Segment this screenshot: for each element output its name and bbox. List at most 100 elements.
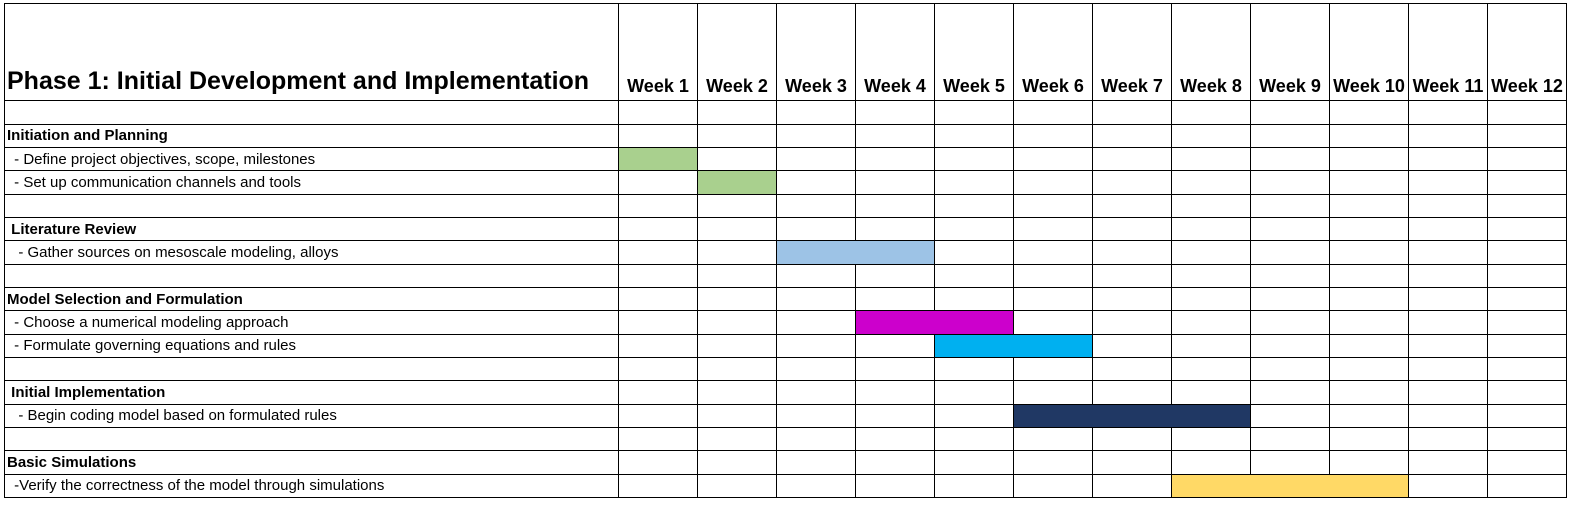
- week-cell: [776, 310, 856, 335]
- week-header-4: Week 4: [855, 2, 935, 102]
- week-cell: [1092, 286, 1172, 312]
- week-cell: [618, 217, 698, 242]
- blank-row: [4, 356, 1567, 382]
- week-cell: [697, 380, 777, 405]
- week-cell: [1408, 310, 1488, 335]
- week-cell: [1250, 450, 1330, 475]
- task-label: - Define project objectives, scope, mile…: [4, 147, 619, 172]
- week-cell: [1171, 170, 1251, 195]
- week-cell: [934, 450, 1014, 475]
- week-cell: [934, 193, 1014, 219]
- week-cell: [618, 310, 698, 335]
- week-cell: [776, 123, 856, 149]
- week-cell: [1013, 450, 1093, 475]
- section-label: Initial Implementation: [4, 380, 619, 405]
- task-row: - Formulate governing equations and rule…: [4, 333, 1567, 358]
- task-label: - Set up communication channels and tool…: [4, 170, 619, 195]
- week-cell: [1408, 217, 1488, 242]
- week-header-6: Week 6: [1013, 2, 1093, 102]
- week-cell: [1329, 217, 1409, 242]
- week-cell: [1408, 263, 1488, 289]
- task-row: - Begin coding model based on formulated…: [4, 403, 1567, 428]
- week-cell: [1250, 100, 1330, 125]
- gantt-bar-segment: [855, 240, 935, 265]
- week-cell: [1487, 333, 1567, 358]
- week-cell: [1408, 380, 1488, 405]
- week-cell: [1171, 100, 1251, 125]
- week-cell: [697, 100, 777, 125]
- week-cell: [1250, 403, 1330, 428]
- week-cell: [855, 380, 935, 405]
- week-cell: [1171, 193, 1251, 219]
- task-row: - Choose a numerical modeling approach: [4, 310, 1567, 335]
- week-cell: [1487, 426, 1567, 452]
- week-cell: [697, 123, 777, 149]
- blank-cell: [4, 263, 619, 289]
- week-cell: [776, 217, 856, 242]
- section-row: Model Selection and Formulation: [4, 286, 1567, 312]
- week-cell: [1329, 100, 1409, 125]
- gantt-bar-segment: [855, 310, 935, 335]
- gantt-bar-segment: [1013, 333, 1093, 358]
- chart-title: Phase 1: Initial Development and Impleme…: [4, 2, 619, 102]
- week-header-1: Week 1: [618, 2, 698, 102]
- week-cell: [618, 263, 698, 289]
- week-cell: [1013, 356, 1093, 382]
- week-cell: [1171, 147, 1251, 172]
- blank-row: [4, 263, 1567, 289]
- week-cell: [1092, 193, 1172, 219]
- week-cell: [1487, 217, 1567, 242]
- week-cell: [1171, 123, 1251, 149]
- week-cell: [1013, 240, 1093, 265]
- week-cell: [1329, 450, 1409, 475]
- week-cell: [934, 403, 1014, 428]
- week-cell: [618, 123, 698, 149]
- section-label: Model Selection and Formulation: [4, 286, 619, 312]
- gantt-bar-segment: [618, 147, 698, 172]
- week-cell: [697, 217, 777, 242]
- section-row: Initial Implementation: [4, 380, 1567, 405]
- week-cell: [1013, 310, 1093, 335]
- task-row: - Gather sources on mesoscale modeling, …: [4, 240, 1567, 265]
- week-cell: [1250, 310, 1330, 335]
- blank-cell: [4, 193, 619, 219]
- week-cell: [1171, 240, 1251, 265]
- week-cell: [776, 286, 856, 312]
- week-cell: [697, 240, 777, 265]
- week-cell: [1171, 310, 1251, 335]
- week-cell: [776, 193, 856, 219]
- blank-row: [4, 100, 1567, 125]
- week-cell: [1013, 380, 1093, 405]
- section-label: Literature Review: [4, 217, 619, 242]
- week-cell: [934, 286, 1014, 312]
- week-cell: [1329, 310, 1409, 335]
- week-cell: [1092, 450, 1172, 475]
- week-cell: [1487, 240, 1567, 265]
- week-cell: [855, 263, 935, 289]
- week-cell: [1250, 123, 1330, 149]
- header-row: Phase 1: Initial Development and Impleme…: [4, 2, 1567, 102]
- task-row: -Verify the correctness of the model thr…: [4, 473, 1567, 499]
- week-cell: [1250, 286, 1330, 312]
- week-cell: [1171, 356, 1251, 382]
- week-cell: [1408, 123, 1488, 149]
- week-cell: [1013, 193, 1093, 219]
- week-cell: [1487, 147, 1567, 172]
- week-cell: [1092, 170, 1172, 195]
- week-cell: [1487, 100, 1567, 125]
- week-cell: [1329, 426, 1409, 452]
- week-cell: [1487, 286, 1567, 312]
- week-cell: [1250, 380, 1330, 405]
- week-cell: [618, 100, 698, 125]
- week-cell: [1487, 473, 1567, 499]
- week-cell: [855, 286, 935, 312]
- week-header-10: Week 10: [1329, 2, 1409, 102]
- week-cell: [855, 426, 935, 452]
- week-cell: [1329, 263, 1409, 289]
- week-cell: [934, 217, 1014, 242]
- week-cell: [1250, 170, 1330, 195]
- week-cell: [1408, 473, 1488, 499]
- week-header-7: Week 7: [1092, 2, 1172, 102]
- week-cell: [1408, 240, 1488, 265]
- week-cell: [697, 333, 777, 358]
